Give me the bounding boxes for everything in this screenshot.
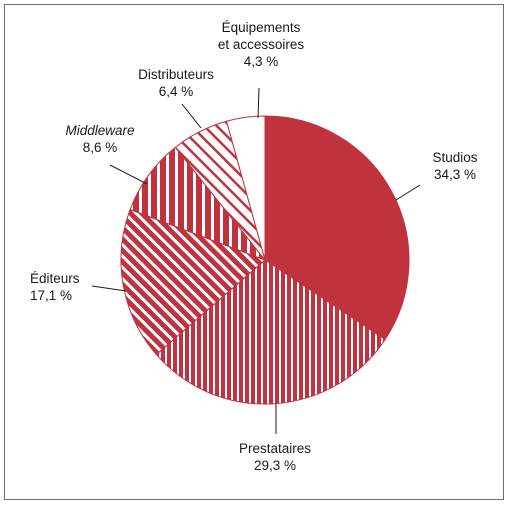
slice-value-prestataires: 29,3 % [254,458,296,473]
slice-value-middleware: 8,6 % [83,140,118,155]
slice-label-distributeurs: Distributeurs [138,67,214,82]
slice-value-equipements: 4,3 % [244,54,279,69]
slice-value-editeurs: 17,1 % [30,288,72,303]
pie-slice-equipements [225,115,266,261]
leader-line-distributeurs [181,103,202,129]
slice-value-studios: 34,3 % [434,167,476,182]
pie-slice-prestataires [155,259,386,405]
slice-label-studios: Studios [432,150,477,165]
leader-line-editeurs [91,285,127,292]
leader-line-middleware [109,164,148,185]
slice-label-prestataires: Prestataires [239,441,311,456]
slice-label-middleware: Middleware [65,123,134,138]
leader-line-studios [395,184,421,201]
pie-slice-editeurs [120,208,266,356]
slice-label-equipements: Équipements et accessoires [218,20,305,52]
slice-value-distributeurs: 6,4 % [159,84,194,99]
slice-label-editeurs: Éditeurs [30,271,80,286]
leader-line-equipements [257,87,260,119]
